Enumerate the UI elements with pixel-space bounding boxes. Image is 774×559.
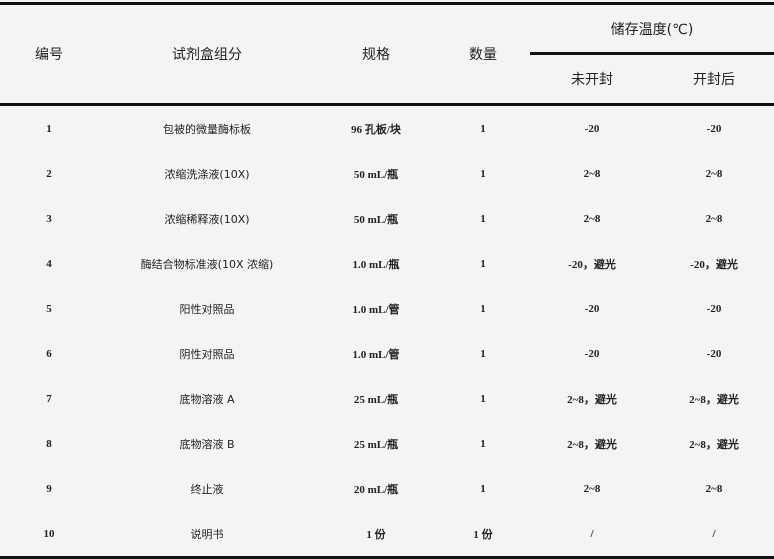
cell-spec: 1 份 [316,511,436,559]
cell-qty: 1 [480,257,486,270]
cell-no: 4 [46,257,52,270]
cell-opened: 2~8 [705,212,723,225]
cell-spec: 20 mL/瓶 [353,483,399,496]
cell-unopened: 2~8，避光 [567,393,617,406]
cell-opened: -20 [706,302,722,315]
cell-no: 2 [46,167,52,180]
cell-unopened: -20 [584,302,600,315]
cell-unopened: -20 [584,122,600,135]
cell-component: 底物溶液 A [179,392,235,406]
cell-spec: 1.0 mL/瓶 [352,258,400,271]
cell-opened: 2~8，避光 [689,438,739,451]
table-row: 6 阴性对照品 1.0 mL/管 1 -20 -20 [0,331,774,376]
table-row: 5 阳性对照品 1.0 mL/管 1 -20 -20 [0,286,774,331]
cell-qty: 1 [480,167,486,180]
cell-spec: 1.0 mL/管 [352,348,400,361]
table-row: 8 底物溶液 B 25 mL/瓶 1 2~8，避光 2~8，避光 [0,421,774,466]
header-component: 试剂盒组分 [98,3,316,106]
cell-no: 5 [46,302,52,315]
table-row: 1 包被的微量酶标板 96 孔板/块 1 -20 -20 [0,105,774,152]
cell-spec: 50 mL/瓶 [353,213,399,226]
header-no: 编号 [0,3,98,106]
cell-qty: 1 [480,347,486,360]
cell-no: 7 [46,392,52,405]
table-row: 3 浓缩稀释液(10X) 50 mL/瓶 1 2~8 2~8 [0,196,774,241]
cell-unopened: 2~8，避光 [567,438,617,451]
cell-unopened: -20，避光 [568,258,616,271]
header-storage-temp: 储存温度(℃) [530,3,774,55]
cell-qty: 1 [480,122,486,135]
cell-no: 1 [46,122,52,135]
cell-spec: 50 mL/瓶 [353,168,399,181]
header-unopened: 未开封 [530,53,654,106]
cell-qty: 1 [480,437,486,450]
cell-qty: 1 [480,302,486,315]
cell-no: 6 [46,347,52,360]
table-row: 9 终止液 20 mL/瓶 1 2~8 2~8 [0,466,774,511]
header-qty: 数量 [436,3,530,106]
cell-component: 说明书 [98,511,316,559]
cell-component: 阳性对照品 [179,302,235,316]
cell-opened: 2~8 [705,167,723,180]
cell-unopened: -20 [584,347,600,360]
cell-spec: 1.0 mL/管 [352,303,400,316]
cell-component: 浓缩稀释液(10X) [164,212,250,226]
table-row: 4 酶结合物标准液(10X 浓缩) 1.0 mL/瓶 1 -20，避光 -20，避光 [0,241,774,286]
cell-no: 8 [46,437,52,450]
cell-no: 10 [0,511,98,559]
table-row: 7 底物溶液 A 25 mL/瓶 1 2~8，避光 2~8，避光 [0,376,774,421]
cell-component: 酶结合物标准液(10X 浓缩) [140,257,274,271]
cell-opened: -20 [706,347,722,360]
cell-spec: 25 mL/瓶 [353,393,399,406]
cell-spec: 96 孔板/块 [351,123,401,136]
cell-qty: 1 [480,482,486,495]
cell-no: 3 [46,212,52,225]
cell-qty: 1 [480,212,486,225]
cell-component: 包被的微量酶标板 [163,122,251,136]
cell-unopened: 2~8 [583,167,601,180]
cell-component: 浓缩洗涤液(10X) [164,167,250,181]
table-row: 2 浓缩洗涤液(10X) 50 mL/瓶 1 2~8 2~8 [0,151,774,196]
cell-component: 底物溶液 B [179,437,235,451]
cell-opened: / [654,511,774,559]
cell-opened: 2~8 [705,482,723,495]
cell-qty: 1 [480,392,486,405]
cell-unopened: 2~8 [583,212,601,225]
header-opened: 开封后 [654,53,774,106]
cell-opened: -20，避光 [690,258,738,271]
cell-component: 终止液 [190,482,224,496]
cell-opened: -20 [706,122,722,135]
header-spec: 规格 [316,3,436,106]
cell-qty: 1 份 [436,511,530,559]
cell-unopened: 2~8 [583,482,601,495]
cell-spec: 25 mL/瓶 [353,438,399,451]
cell-opened: 2~8，避光 [689,393,739,406]
cell-component: 阴性对照品 [179,347,235,361]
cell-unopened: / [530,511,654,559]
cell-no: 9 [46,482,52,495]
